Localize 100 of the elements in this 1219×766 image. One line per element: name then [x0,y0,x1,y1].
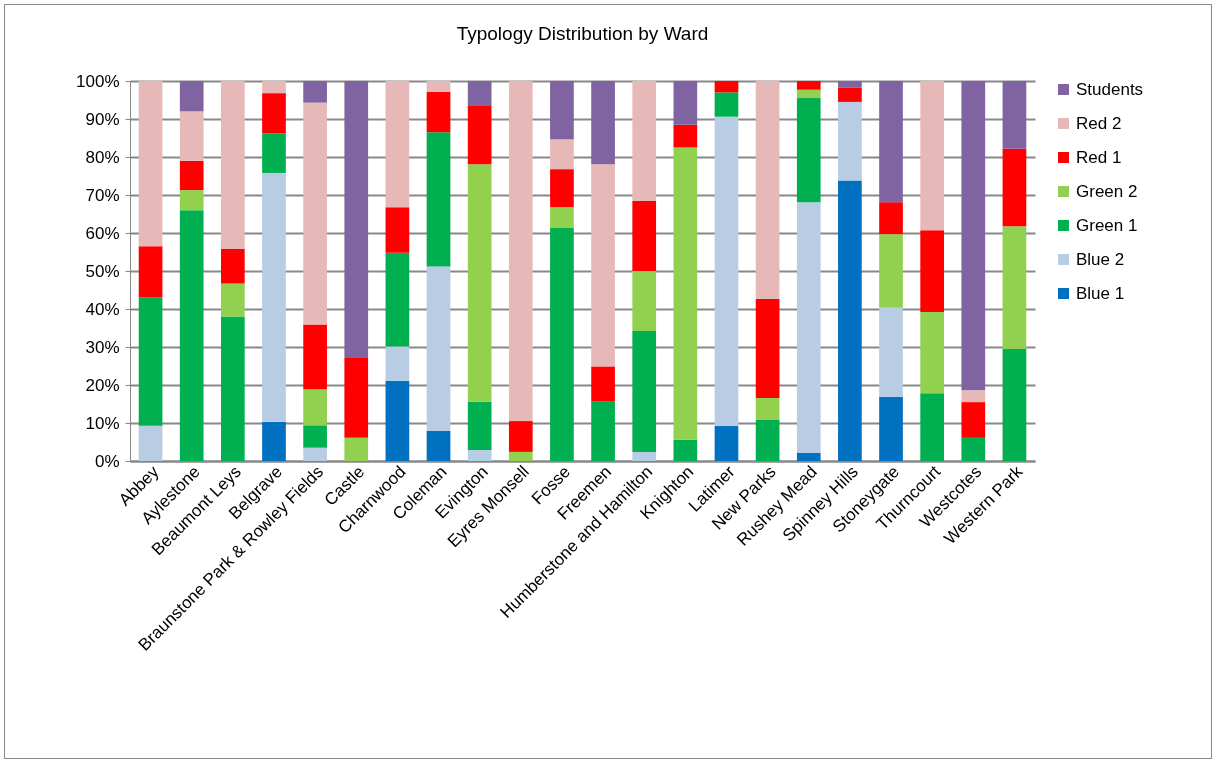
bar [673,147,698,440]
y-tick-label: 30% [85,337,120,357]
y-tick-label: 80% [85,147,120,167]
bar [879,234,903,308]
y-tick-label: 70% [85,185,120,205]
legend-label: Blue 1 [1076,283,1125,303]
bar [220,248,245,284]
bar [550,169,574,208]
bar [796,202,821,454]
bar [591,366,615,402]
y-tick-label: 50% [85,261,120,281]
legend-label: Green 2 [1076,181,1138,201]
bar [220,81,245,249]
bar [179,81,204,112]
y-tick-label: 40% [85,299,120,319]
bar [838,180,862,461]
legend-label: Green 1 [1076,215,1138,235]
bar [262,421,286,461]
bar [426,430,451,461]
bar [385,252,410,347]
bar [755,299,780,398]
bar [508,81,533,422]
y-tick-label: 0% [94,451,120,471]
bar [796,81,821,90]
bar [920,393,945,461]
bar [467,81,492,106]
bar [714,81,739,93]
bar [550,81,574,140]
bar [796,89,821,99]
bar [262,93,286,134]
bar [303,425,327,448]
bar [673,81,698,125]
bar [879,202,903,235]
legend-label: Red 1 [1076,147,1122,167]
bar [1002,348,1027,461]
y-tick-label: 20% [85,375,120,395]
bar [344,358,369,438]
bar [179,160,204,191]
bar [879,81,903,203]
bar [138,81,163,247]
bar [755,81,780,300]
bar [550,139,574,170]
bar [303,81,327,103]
y-tick-label: 90% [85,109,120,129]
bar [303,389,327,426]
bar [344,437,369,461]
bar [591,164,615,367]
bar [838,81,862,88]
bar [426,91,451,133]
y-tick-label: 100% [76,71,120,91]
bar [961,402,986,438]
bar [138,246,163,298]
bar [879,396,903,461]
bar [262,133,286,173]
bar [632,451,657,461]
bar [714,92,739,117]
bar [220,316,245,461]
bar [426,81,451,92]
bar [262,81,286,94]
bar [673,439,698,461]
bar [179,210,204,461]
bar [714,426,739,461]
bar [796,453,821,461]
bar [385,380,410,461]
bar [426,132,451,267]
bar [303,324,327,390]
bar [632,331,657,452]
bar [755,397,780,420]
bar [838,101,862,181]
legend-label: Red 2 [1076,113,1122,133]
bar [179,111,204,161]
bar [920,81,945,231]
bar [303,447,327,461]
y-tick-label: 60% [85,223,120,243]
bar [1002,226,1027,349]
bar [961,437,986,461]
chart-title: Typology Distribution by Ward [456,23,709,44]
bar [838,87,862,102]
bar [550,228,574,461]
bar [385,207,410,253]
bar [920,230,945,313]
legend-label: Students [1076,79,1144,99]
bar [632,201,657,271]
legend-label: Blue 2 [1076,249,1125,269]
bar [1002,148,1027,227]
bar [673,124,698,148]
bar [961,390,986,403]
bar [138,297,163,426]
bar [591,401,615,461]
bar [385,81,410,208]
bar [179,190,204,211]
bar [467,105,492,165]
bar [796,98,821,203]
bar [755,419,780,461]
bar [879,307,903,397]
bar [508,421,533,452]
bar [632,271,657,332]
bar [138,425,163,461]
y-tick-label: 10% [85,413,120,433]
bar [714,116,739,427]
